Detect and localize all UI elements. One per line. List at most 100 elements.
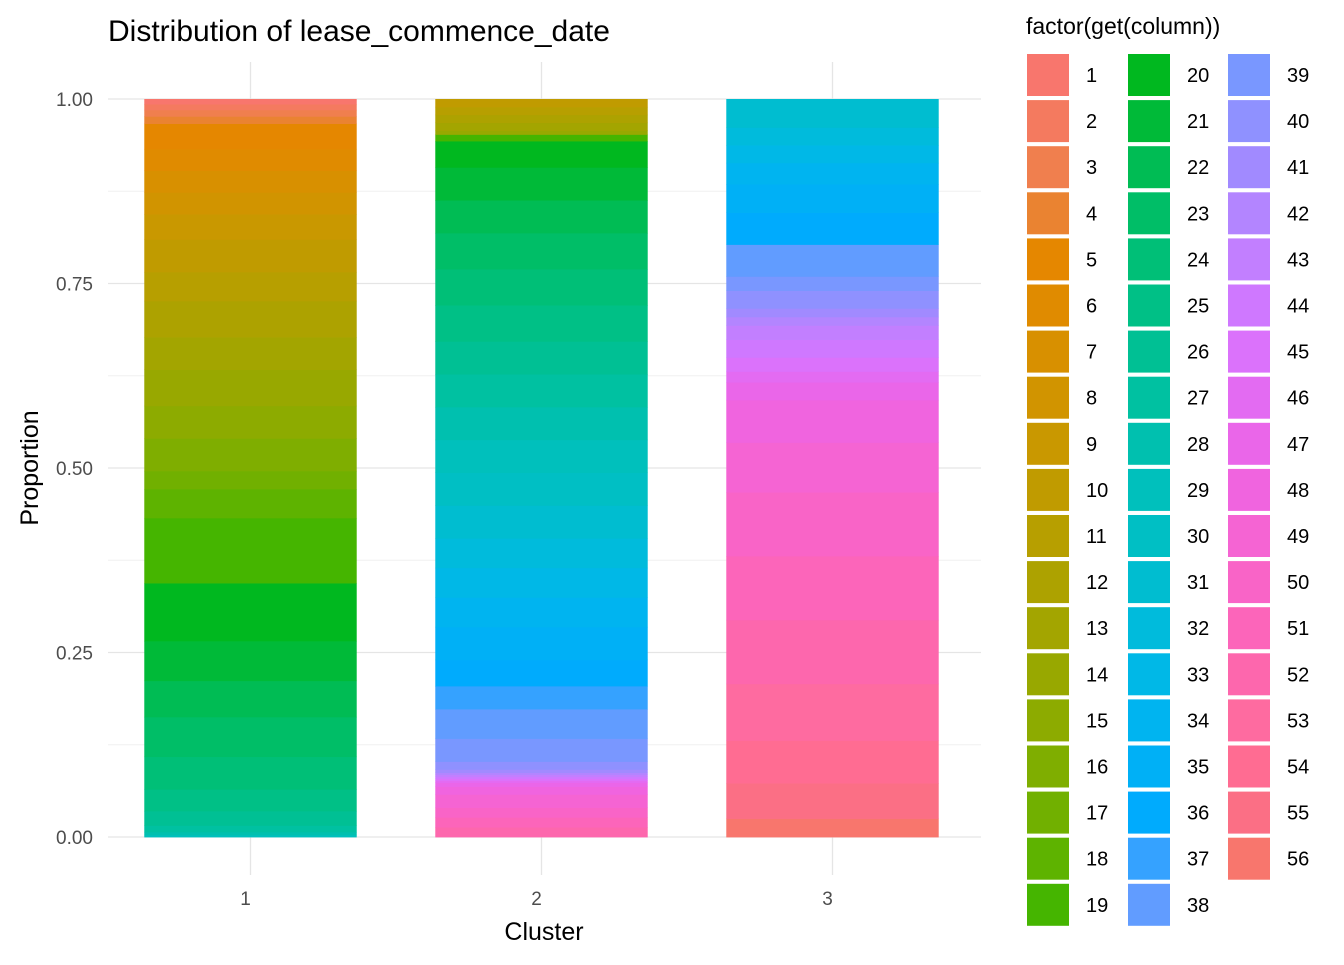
legend-label: 28 [1187, 434, 1209, 456]
bar-segment-cluster-1-level-25 [144, 789, 357, 812]
bar-segment-cluster-2-level-38 [435, 708, 648, 739]
bar-segment-cluster-2-level-23 [435, 232, 648, 270]
legend-key-swatch [1228, 791, 1270, 834]
bar-segment-cluster-1-level-6 [144, 148, 357, 172]
bar-segment-cluster-3-level-55 [726, 783, 939, 819]
bar-segment-cluster-3-level-45 [726, 357, 939, 372]
legend-label: 10 [1086, 480, 1108, 502]
bar-segment-cluster-3-level-50 [726, 492, 939, 557]
legend-key-swatch [1128, 376, 1170, 419]
legend-item-25: 25 [1128, 284, 1209, 327]
legend: factor(get(column)) 12345678910111213141… [1026, 13, 1309, 926]
x-axis-label: Cluster [504, 918, 583, 946]
bar-segment-cluster-3-level-47 [726, 382, 939, 401]
legend-label: 50 [1287, 572, 1309, 594]
legend-label: 8 [1086, 388, 1097, 410]
legend-label: 18 [1086, 849, 1108, 871]
legend-key-swatch [1128, 192, 1170, 235]
legend-item-55: 55 [1228, 791, 1309, 834]
legend-key-swatch [1128, 238, 1170, 281]
legend-label: 55 [1287, 803, 1309, 825]
legend-label: 16 [1086, 757, 1108, 779]
legend-label: 38 [1187, 895, 1209, 917]
bar-segment-cluster-2-level-29 [435, 439, 648, 473]
legend-label: 26 [1187, 342, 1209, 364]
bar-segment-cluster-2-level-10 [435, 99, 648, 108]
legend-key-swatch [1128, 100, 1170, 143]
bar-segment-cluster-2-level-46 [435, 780, 648, 783]
y-ticks-layer: 0.00 0.25 0.50 0.75 1.00 [56, 90, 93, 849]
bar-segment-cluster-2-level-32 [435, 538, 648, 569]
bar-segment-cluster-2-level-41 [435, 769, 648, 774]
legend-key-swatch [1128, 468, 1170, 511]
legend-item-35: 35 [1128, 745, 1209, 788]
legend-item-22: 22 [1128, 146, 1209, 189]
legend-key-swatch [1128, 883, 1170, 926]
y-tick-label: 1.00 [56, 90, 93, 111]
legend-item-13: 13 [1027, 607, 1108, 650]
legend-item-28: 28 [1128, 422, 1209, 465]
legend-label: 25 [1187, 296, 1209, 318]
bar-segment-cluster-1-level-10 [144, 239, 357, 273]
bar-segment-cluster-1-level-29 [144, 834, 357, 838]
bar-segment-cluster-3-level-51 [726, 555, 939, 621]
legend-item-56: 56 [1228, 837, 1309, 880]
legend-label: 6 [1086, 296, 1097, 318]
legend-key-swatch [1027, 330, 1069, 373]
legend-key-swatch [1128, 561, 1170, 604]
legend-key-swatch [1128, 837, 1170, 880]
bar-segment-cluster-3-level-38 [726, 244, 939, 277]
legend-item-41: 41 [1228, 146, 1309, 189]
bar-segment-cluster-1-level-28 [144, 831, 357, 836]
legend-key-swatch [1027, 376, 1069, 419]
bar-segment-cluster-2-level-43 [435, 774, 648, 777]
legend-item-2: 2 [1027, 100, 1097, 143]
bar-segment-cluster-2-level-22 [435, 200, 648, 234]
bar-segment-cluster-3-level-43 [726, 325, 939, 340]
legend-key-swatch [1228, 468, 1270, 511]
bar-segment-cluster-2-level-47 [435, 782, 648, 787]
legend-item-17: 17 [1027, 791, 1108, 834]
legend-key-swatch [1027, 54, 1069, 96]
x-tick-label: 1 [240, 889, 251, 910]
bar-segment-cluster-2-level-48 [435, 786, 648, 795]
legend-label: 46 [1287, 388, 1309, 410]
legend-key-swatch [1027, 837, 1069, 880]
legend-item-49: 49 [1228, 515, 1309, 557]
bar-segment-cluster-2-level-44 [435, 776, 648, 779]
legend-item-47: 47 [1228, 422, 1309, 465]
legend-item-44: 44 [1228, 284, 1309, 327]
legend-item-3: 3 [1027, 146, 1097, 189]
legend-label: 31 [1187, 572, 1209, 594]
legend-key-swatch [1228, 376, 1270, 419]
bar-segment-cluster-2-level-27 [435, 374, 648, 408]
chart-title: Distribution of lease_commence_date [108, 15, 610, 48]
legend-label: 43 [1287, 249, 1309, 271]
legend-label: 5 [1086, 249, 1097, 271]
legend-item-19: 19 [1027, 883, 1108, 926]
legend-key-swatch [1228, 515, 1270, 557]
bar-segment-cluster-2-level-20 [435, 141, 648, 168]
legend-key-swatch [1027, 192, 1069, 235]
bar-segment-cluster-1-level-23 [144, 716, 357, 758]
bar-segment-cluster-1-level-5 [144, 123, 357, 150]
bar-segment-cluster-3-level-34 [726, 162, 939, 185]
legend-item-54: 54 [1228, 745, 1309, 788]
legend-label: 7 [1086, 342, 1097, 364]
legend-item-24: 24 [1128, 238, 1209, 281]
bar-segment-cluster-2-level-12 [435, 114, 648, 124]
legend-label: 33 [1187, 664, 1209, 686]
bar-segment-cluster-1-level-22 [144, 680, 357, 718]
bar-segment-cluster-3-level-40 [726, 290, 939, 309]
legend-item-10: 10 [1027, 468, 1108, 511]
legend-key-swatch [1228, 653, 1270, 696]
legend-key-swatch [1027, 422, 1069, 465]
legend-key-swatch [1027, 284, 1069, 327]
legend-label: 3 [1086, 157, 1097, 179]
legend-key-swatch [1228, 607, 1270, 650]
legend-item-9: 9 [1027, 422, 1097, 465]
legend-key-swatch [1228, 330, 1270, 373]
legend-key-swatch [1128, 745, 1170, 788]
bars-layer [144, 99, 939, 838]
legend-label: 17 [1086, 803, 1108, 825]
